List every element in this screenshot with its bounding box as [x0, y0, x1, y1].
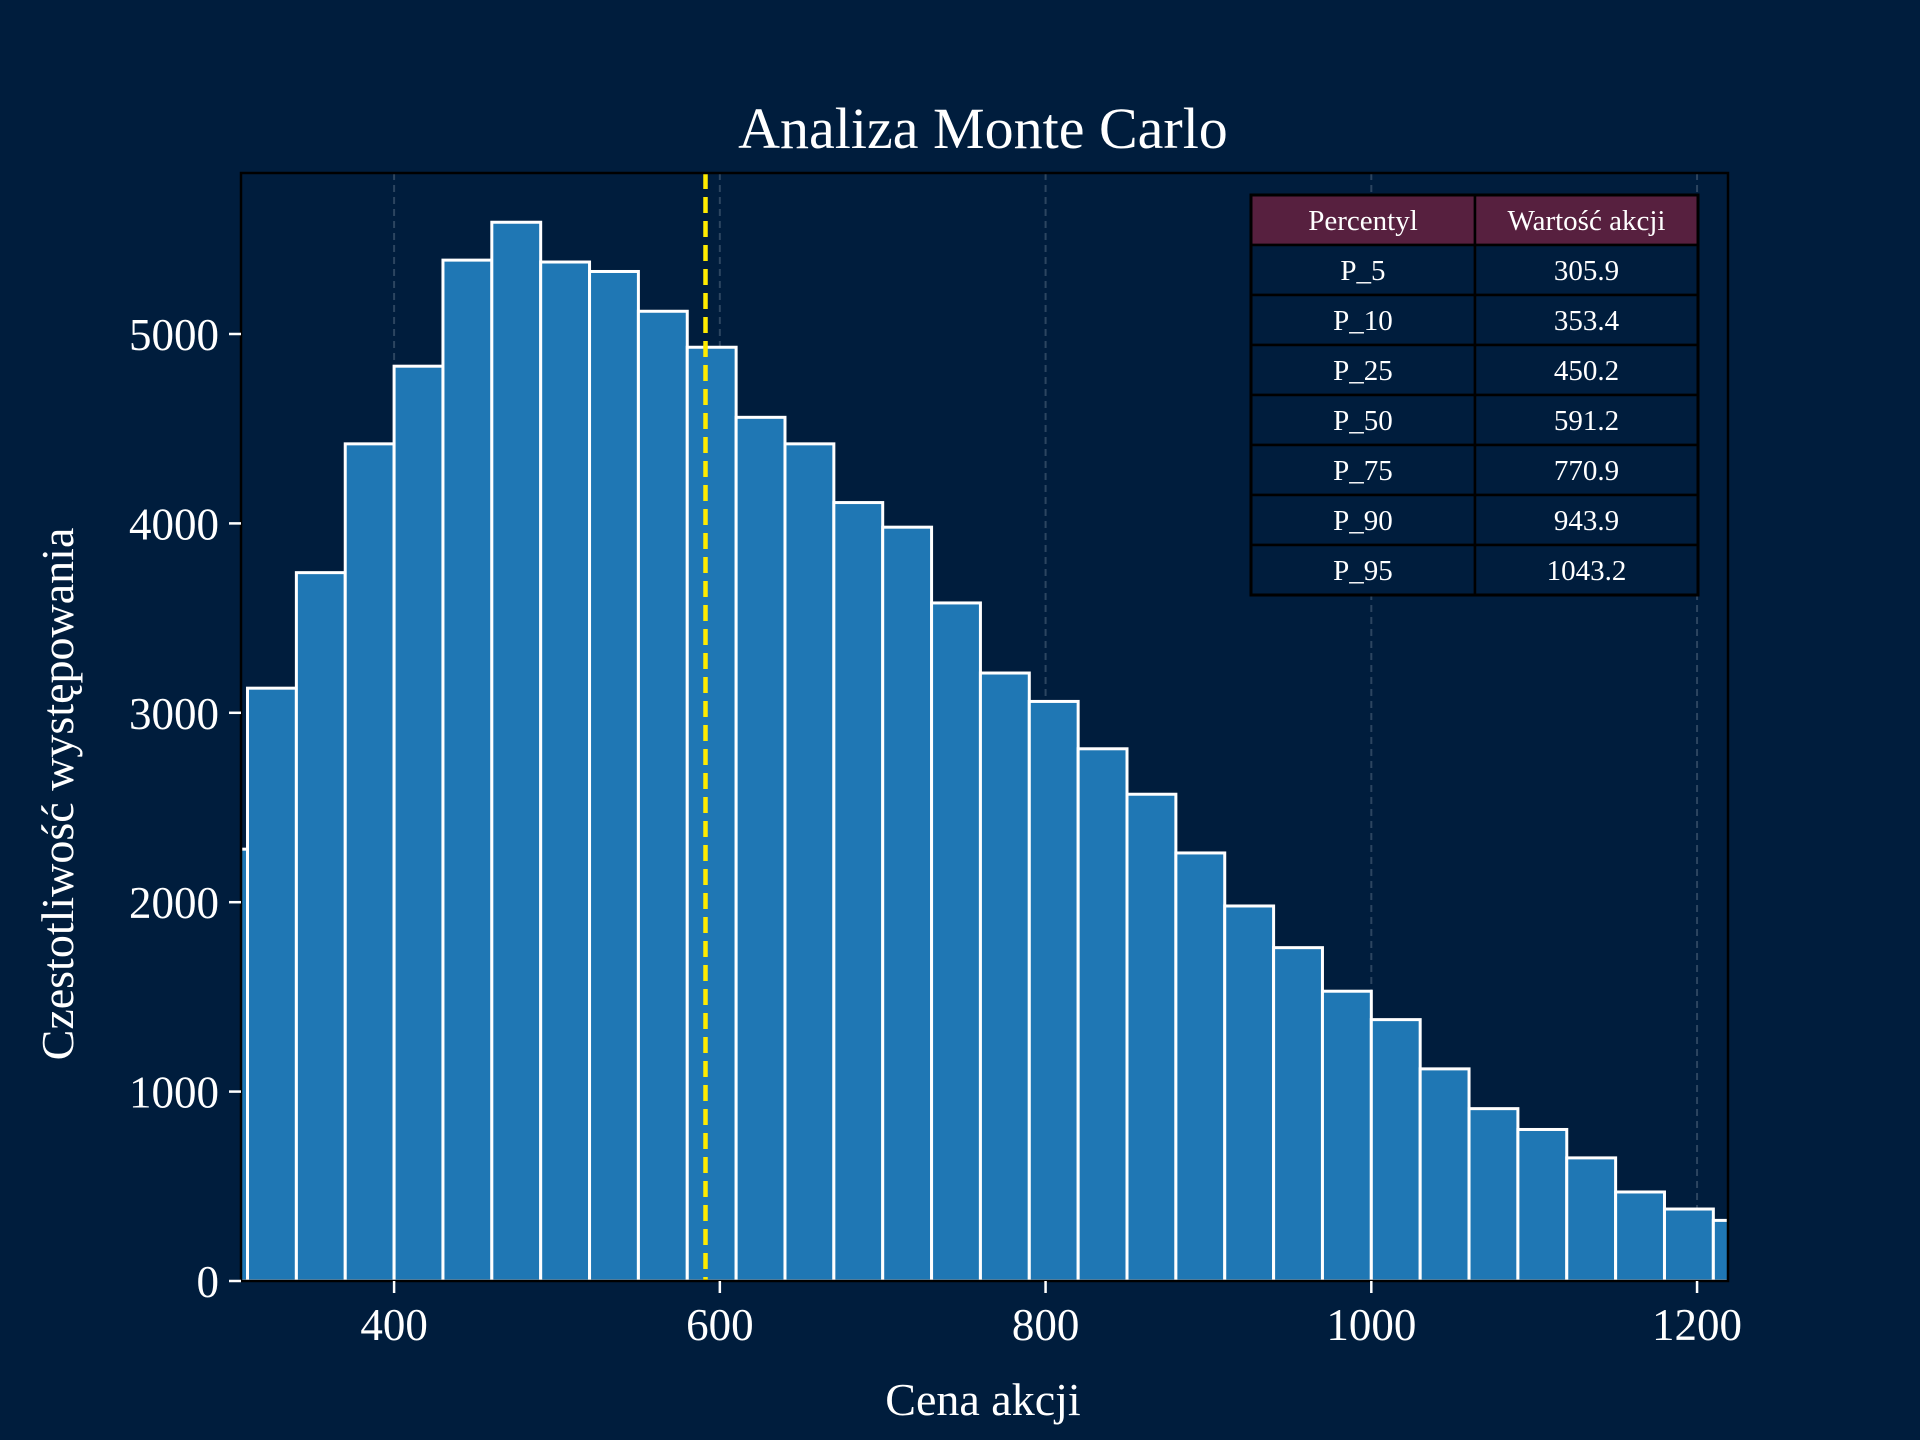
chart-title: Analiza Monte Carlo — [738, 96, 1228, 161]
x-tick-label-3: 1000 — [1326, 1300, 1416, 1350]
histogram-bar-25 — [1418, 1067, 1471, 1281]
histogram-bar-19 — [1125, 792, 1178, 1281]
table-header-0: Percentyl — [1308, 205, 1418, 237]
histogram-bar-10 — [685, 345, 738, 1281]
histogram-bars — [241, 220, 1728, 1281]
histogram-bar-16 — [978, 671, 1031, 1281]
table-cell-5-0: P_75 — [1333, 455, 1393, 487]
table-cell-bg-2-1 — [1473, 293, 1700, 347]
histogram-bar-20 — [1174, 851, 1227, 1281]
x-axis-ticks: 400 600 800 1000 1200 — [360, 1281, 1742, 1350]
histogram-bar-30 — [1662, 1207, 1715, 1281]
histogram-bar-6 — [490, 220, 543, 1281]
table-cell-5-1: 770.9 — [1554, 455, 1619, 487]
table-cell-4-0: P_50 — [1333, 405, 1393, 437]
x-tick-label-4: 1200 — [1652, 1300, 1742, 1350]
histogram-bar-1 — [246, 686, 298, 1281]
table-cell-1-0: P_5 — [1340, 255, 1385, 287]
x-tick-label-2: 800 — [1012, 1300, 1080, 1350]
table-cell-7-1: 1043.2 — [1547, 555, 1627, 587]
histogram-bar-27 — [1516, 1127, 1569, 1281]
histogram-bar-24 — [1369, 1018, 1422, 1281]
histogram-bar-28 — [1565, 1156, 1618, 1281]
table-cell-6-0: P_90 — [1333, 505, 1393, 537]
histogram-bar-29 — [1614, 1190, 1666, 1281]
table-cell-bg-3-1 — [1473, 343, 1700, 397]
table-cell-3-1: 450.2 — [1554, 355, 1619, 387]
histogram-bar-12 — [783, 442, 836, 1281]
table-cell-3-0: P_25 — [1333, 355, 1393, 387]
histogram-bar-17 — [1027, 699, 1080, 1281]
histogram-bar-18 — [1076, 747, 1129, 1281]
histogram-bar-4 — [392, 364, 445, 1281]
plot-frame — [239, 171, 1730, 1283]
y-tick-label-5: 5000 — [129, 310, 219, 360]
table-cell-bg-6-0 — [1249, 493, 1477, 547]
histogram-bar-5 — [441, 258, 494, 1281]
y-tick-label-3: 3000 — [129, 689, 219, 739]
table-cell-4-1: 591.2 — [1554, 405, 1619, 437]
histogram-bar-13 — [832, 501, 885, 1281]
y-tick-label-2: 2000 — [129, 878, 219, 928]
histogram-bar-8 — [588, 269, 640, 1281]
histogram-bar-11 — [734, 415, 787, 1281]
histogram-bar-15 — [930, 601, 982, 1281]
histogram-bar-22 — [1272, 946, 1324, 1281]
histogram-bar-2 — [294, 571, 347, 1281]
histogram-bar-9 — [636, 309, 689, 1281]
histogram-bar-31 — [1711, 1218, 1728, 1281]
histogram-bar-14 — [881, 525, 934, 1281]
table-cell-7-0: P_95 — [1333, 555, 1393, 587]
table-cell-bg-1-1 — [1473, 243, 1700, 297]
histogram-bar-21 — [1223, 904, 1276, 1281]
table-cell-6-1: 943.9 — [1554, 505, 1619, 537]
x-axis-label: Cena akcji — [885, 1374, 1080, 1425]
histogram-bar-7 — [539, 260, 592, 1281]
table-cell-bg-7-1 — [1473, 543, 1700, 597]
table-cell-bg-4-1 — [1473, 393, 1700, 447]
percentile-table: Percentyl Wartość akcji P_5 305.9 P_10 353.4 P… — [1249, 193, 1700, 597]
table-border — [1249, 193, 1700, 597]
x-tick-label-0: 400 — [360, 1300, 428, 1350]
histogram-bar-3 — [343, 442, 396, 1281]
histogram-bar-23 — [1320, 989, 1373, 1281]
y-tick-label-4: 4000 — [129, 499, 219, 549]
y-axis-label: Czestotliwość występowania — [32, 528, 83, 1061]
y-axis-ticks: 0 1000 2000 3000 4000 5000 — [129, 310, 241, 1307]
x-tick-label-1: 600 — [686, 1300, 754, 1350]
y-tick-label-0: 0 — [197, 1257, 220, 1307]
histogram-bar-26 — [1467, 1107, 1520, 1281]
table-cell-2-1: 353.4 — [1554, 305, 1620, 337]
table-cell-bg-5-0 — [1249, 443, 1477, 497]
table-header-1: Wartość akcji — [1508, 205, 1666, 237]
table-cell-1-1: 305.9 — [1554, 255, 1619, 287]
table-cell-bg-7-0 — [1249, 543, 1477, 597]
table-cell-2-0: P_10 — [1333, 305, 1393, 337]
y-tick-label-1: 1000 — [129, 1068, 219, 1118]
table-cell-bg-6-1 — [1473, 493, 1700, 547]
